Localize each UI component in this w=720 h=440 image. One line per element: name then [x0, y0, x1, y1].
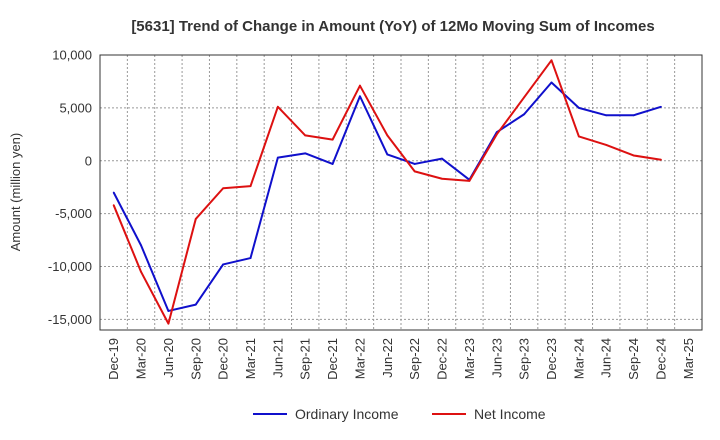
x-tick-label: Mar-24 [571, 338, 586, 379]
data-point [441, 157, 443, 160]
x-tick-label: Dec-23 [544, 338, 559, 380]
data-point [660, 105, 662, 108]
data-point [112, 204, 115, 207]
data-point [359, 84, 361, 87]
x-tick-label: Mar-25 [681, 338, 696, 379]
data-point [222, 263, 225, 266]
data-point [249, 185, 252, 188]
x-tick-label: Sep-20 [188, 338, 203, 380]
y-tick-label: -15,000 [48, 312, 92, 327]
data-point [304, 152, 307, 155]
y-tick-label: -10,000 [48, 259, 92, 274]
data-point [194, 303, 197, 306]
x-tick-label: Sep-22 [407, 338, 422, 380]
x-tick-label: Dec-20 [216, 338, 231, 380]
data-point [331, 138, 334, 141]
legend-label: Net Income [474, 406, 546, 422]
grid-lines [100, 54, 702, 330]
data-point [222, 187, 225, 190]
x-tick-label: Dec-22 [435, 338, 450, 380]
x-tick-label: Dec-24 [653, 338, 668, 380]
data-point [140, 270, 142, 273]
x-tick-label: Mar-23 [462, 338, 477, 379]
x-tick-label: Sep-24 [626, 338, 641, 380]
x-tick-label: Sep-23 [517, 338, 532, 380]
data-point [550, 81, 553, 84]
legend-label: Ordinary Income [295, 406, 399, 422]
data-point [386, 153, 389, 156]
data-point [386, 134, 389, 137]
plot-border [99, 54, 703, 331]
data-point [112, 191, 115, 194]
data-point [523, 113, 526, 116]
data-point [276, 156, 279, 159]
y-tick-label: 5,000 [59, 100, 92, 115]
data-point [167, 310, 170, 312]
data-point [413, 163, 416, 165]
data-point [495, 133, 498, 136]
data-point [550, 59, 553, 62]
y-tick-label: 0 [85, 153, 92, 168]
x-tick-label: Mar-20 [134, 338, 149, 379]
series-lines [112, 59, 662, 325]
data-point [167, 322, 170, 325]
y-tick-label: 10,000 [52, 48, 92, 63]
data-point [331, 163, 334, 165]
y-tick-label: -5,000 [55, 206, 92, 221]
data-point [413, 170, 416, 173]
data-point [660, 158, 662, 161]
data-point [632, 154, 635, 157]
legend: Ordinary Income Net Income [253, 406, 546, 422]
data-point [140, 244, 142, 247]
x-tick-label: Mar-21 [243, 338, 258, 379]
y-axis-label: Amount (million yen) [8, 133, 23, 252]
data-point [468, 179, 471, 182]
data-point [276, 105, 279, 108]
x-tick-label: Jun-24 [599, 338, 614, 378]
data-point [441, 177, 443, 180]
data-point [194, 218, 197, 220]
x-tick-label: Jun-21 [270, 338, 285, 378]
data-point [605, 144, 608, 146]
data-point [304, 134, 307, 137]
x-tick-label: Jun-22 [380, 338, 395, 378]
x-tick-label: Jun-23 [489, 338, 504, 378]
x-tick-label: Mar-22 [352, 338, 367, 379]
data-point [523, 96, 526, 99]
y-axis-ticks: 10,000 5,000 0 -5,000 -10,000 -15,000 [48, 48, 92, 327]
x-tick-label: Dec-19 [106, 338, 121, 380]
x-axis-ticks: Dec-19 Mar-20 Jun-20 Sep-20 Dec-20 Mar-21 Jun-… [106, 338, 696, 380]
data-point [249, 257, 252, 259]
chart-title: [5631] Trend of Change in Amount (YoY) o… [131, 18, 654, 35]
x-tick-label: Dec-21 [325, 338, 340, 380]
data-point [605, 114, 608, 117]
data-point [577, 135, 580, 138]
x-tick-label: Jun-20 [161, 338, 176, 378]
x-tick-label: Sep-21 [298, 338, 313, 380]
data-point [632, 114, 635, 117]
data-point [359, 95, 361, 98]
data-point [577, 106, 580, 109]
